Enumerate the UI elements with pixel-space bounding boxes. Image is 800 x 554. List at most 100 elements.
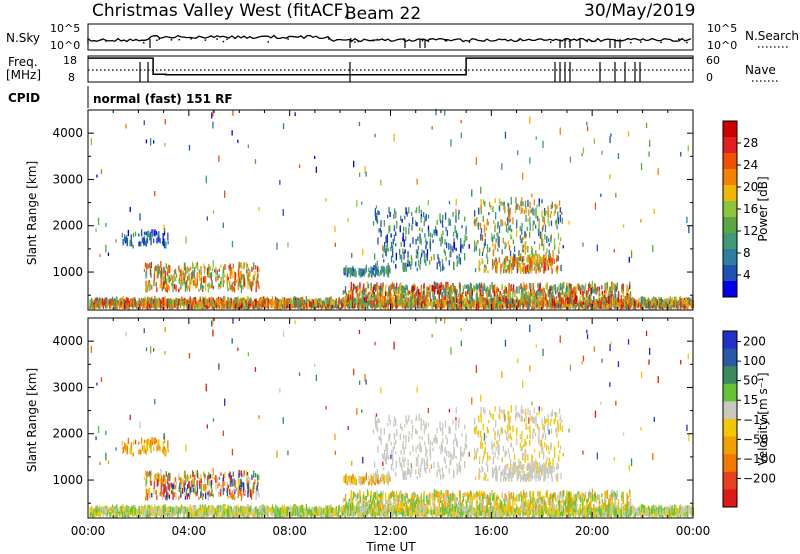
power-cell	[239, 305, 241, 309]
power-cell	[405, 227, 407, 235]
power-cell	[460, 302, 462, 307]
power-cell	[538, 225, 540, 232]
power-cell	[596, 305, 598, 310]
power-cell	[233, 281, 235, 285]
power-cell	[275, 299, 277, 307]
power-cell	[188, 144, 191, 151]
power-cell	[471, 189, 473, 197]
power-cell	[262, 296, 264, 305]
nsearch-tick-top: 10^5	[707, 22, 737, 35]
power-cell	[378, 301, 381, 308]
power-cell	[468, 244, 470, 249]
power-cell	[450, 285, 452, 290]
power-cell	[627, 287, 629, 292]
power-cell	[666, 300, 668, 305]
power-cell	[371, 297, 373, 301]
power-cell	[571, 298, 573, 305]
power-cell	[518, 300, 520, 308]
power-cell	[406, 287, 409, 295]
power-cell	[614, 293, 617, 299]
power-cell	[240, 303, 243, 309]
power-cell	[640, 163, 643, 170]
nsearch-dot	[156, 39, 158, 42]
power-cell	[256, 277, 258, 283]
power-ylabel: Slant Range [km]	[25, 161, 39, 265]
power-cell	[207, 288, 209, 293]
power-cell	[155, 265, 157, 271]
power-cell	[524, 284, 526, 289]
power-cell	[195, 263, 197, 268]
power-cell	[444, 299, 446, 308]
power-cell	[597, 286, 599, 292]
power-cell	[340, 300, 342, 306]
power-cell	[524, 200, 527, 208]
power-cell	[375, 205, 378, 209]
power-cell	[397, 296, 399, 304]
colorbar-tick-label: 28	[743, 136, 758, 150]
power-cell	[354, 303, 357, 308]
power-cell	[547, 205, 549, 212]
power-cell	[518, 264, 520, 272]
power-cell	[243, 301, 245, 307]
power-cell	[433, 229, 435, 234]
power-cell	[404, 215, 406, 220]
power-cell	[588, 283, 590, 292]
power-cell	[519, 298, 521, 306]
power-cell	[166, 305, 169, 309]
power-cell	[407, 259, 409, 266]
power-cell	[130, 300, 132, 307]
power-cell	[480, 289, 482, 296]
power-cell	[522, 266, 525, 274]
power-cell	[378, 228, 380, 233]
power-cell	[518, 250, 520, 256]
power-cell	[410, 303, 412, 310]
power-cell	[247, 275, 249, 282]
power-cell	[527, 199, 529, 207]
power-cell	[452, 211, 454, 217]
power-cell	[480, 228, 483, 234]
power-cell	[556, 218, 558, 224]
power-cell	[590, 287, 592, 294]
power-cell	[520, 266, 522, 275]
power-cell	[501, 263, 503, 268]
power-cell	[415, 207, 418, 213]
power-cell	[483, 224, 486, 233]
power-cell	[498, 239, 500, 248]
power-cell	[541, 210, 543, 218]
power-cell	[572, 290, 574, 297]
power-cell	[480, 233, 482, 240]
power-cell	[273, 304, 275, 308]
power-cell	[535, 297, 537, 304]
power-cell	[161, 267, 163, 276]
power-cell	[446, 302, 449, 309]
power-cell	[411, 302, 413, 309]
power-cell	[567, 297, 569, 304]
power-cell	[565, 288, 567, 293]
power-cell	[441, 293, 443, 298]
power-cell	[642, 300, 644, 304]
power-cell	[439, 213, 441, 221]
power-cell	[382, 253, 384, 258]
power-cell	[484, 286, 486, 291]
power-cell	[116, 302, 118, 310]
power-cell	[562, 298, 564, 304]
power-cell	[510, 236, 513, 240]
power-cell	[479, 288, 481, 296]
power-cell	[609, 304, 611, 309]
power-cell	[554, 244, 556, 250]
power-cell	[484, 268, 486, 273]
power-cell	[503, 297, 505, 305]
power-cell	[542, 216, 544, 223]
power-cell	[547, 254, 550, 261]
power-cell	[441, 220, 444, 225]
power-cell	[368, 295, 371, 301]
power-cell	[541, 288, 543, 295]
power-cell	[547, 264, 549, 271]
power-cell	[525, 234, 527, 238]
power-cell	[532, 299, 534, 306]
power-cell	[387, 263, 389, 271]
power-cell	[581, 303, 583, 309]
power-cell	[298, 298, 300, 305]
power-cell	[452, 248, 454, 253]
power-cell	[499, 294, 502, 299]
